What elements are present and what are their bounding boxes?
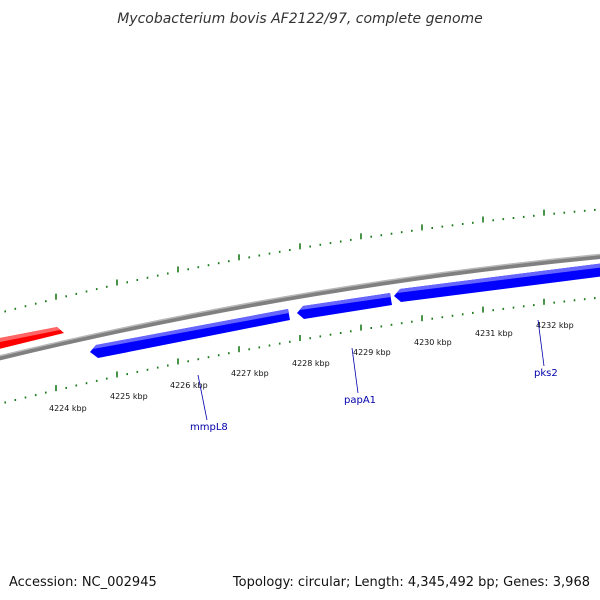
gene-pks2-arrow[interactable]: [394, 263, 600, 302]
gene-label-papA1[interactable]: papA1: [344, 395, 376, 406]
forward-gene-highlight: [0, 327, 60, 342]
kbp-tick-label: 4224 kbp: [49, 404, 87, 413]
kbp-tick-label: 4231 kbp: [475, 329, 513, 338]
genome-backbone: [0, 253, 600, 361]
genome-summary-text: Topology: circular; Length: 4,345,492 bp…: [232, 575, 590, 590]
kbp-tick-label: 4225 kbp: [110, 392, 148, 401]
inner-tick-ring: [4, 297, 596, 404]
kbp-tick-label: 4232 kbp: [536, 321, 574, 330]
outer-tick-ring: [4, 208, 596, 313]
gene-label-leader: [351, 347, 359, 394]
accession-text: Accession: NC_002945: [9, 575, 157, 590]
kbp-tick-label: 4228 kbp: [292, 359, 330, 368]
genome-backbone-highlight: [0, 253, 600, 357]
kbp-tick-label: 4229 kbp: [353, 348, 391, 357]
map-title: Mycobacterium bovis AF2122/97, complete …: [117, 11, 483, 27]
kbp-tick-label: 4226 kbp: [170, 381, 208, 390]
gene-label-mmpL8[interactable]: mmpL8: [190, 422, 228, 433]
kbp-tick-label: 4227 kbp: [231, 369, 269, 378]
forward-gene-arrow[interactable]: [0, 327, 64, 350]
gene-label-leader: [197, 374, 208, 421]
gene-mmpL8-arrow[interactable]: [90, 309, 290, 358]
gene-papA1-arrow[interactable]: [297, 293, 392, 319]
gene-label-pks2[interactable]: pks2: [534, 368, 558, 379]
kbp-tick-label: 4230 kbp: [414, 338, 452, 347]
gene-label-leader: [537, 319, 545, 367]
